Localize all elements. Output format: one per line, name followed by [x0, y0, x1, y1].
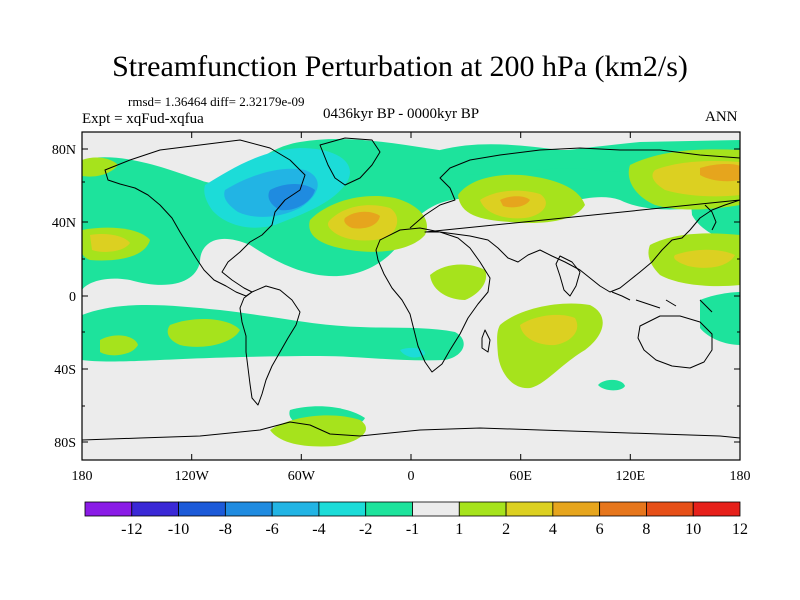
pos2-central-pacific	[90, 233, 130, 252]
japan-outline	[704, 204, 717, 231]
lon-label-0: 0	[408, 469, 415, 484]
colorbar-box-3	[178, 501, 226, 517]
lon-labels: 180 120W 60W 0 60E 120E 180	[72, 469, 751, 484]
australia-outline	[637, 315, 713, 369]
lon-label-120w: 120W	[175, 469, 210, 484]
colorbar-label: 8	[642, 521, 650, 538]
lon-label-180w: 180	[72, 469, 93, 484]
period-label: 0436kyr BP - 0000kyr BP	[323, 106, 480, 122]
page-title: Streamfunction Perturbation at 200 hPa (…	[112, 50, 688, 83]
lon-label-120e: 120E	[616, 469, 646, 484]
colorbar: -12 -10 -8 -6 -4 -2 -1 1 2 4 6 8 10 12	[84, 501, 748, 538]
colorbar-box-5	[271, 501, 320, 517]
lat-label-80s: 80S	[54, 436, 76, 451]
india-outline	[555, 255, 581, 297]
colorbar-label: 10	[685, 521, 701, 538]
colorbar-label: 12	[732, 521, 748, 538]
neg-band-indian-ocean	[598, 379, 625, 391]
colorbar-label: 4	[549, 521, 557, 538]
colorbar-box-6	[318, 501, 367, 517]
lat-label-40s: 40S	[54, 363, 76, 378]
lat-label-40n: 40N	[52, 216, 76, 231]
colorbar-label: 6	[596, 521, 604, 538]
stats-text: rmsd= 1.36464 diff= 2.32179e-09	[128, 94, 305, 109]
pos-band-antarctic	[270, 415, 366, 447]
colorbar-box-1	[84, 501, 133, 517]
pos-band-north-america-east	[82, 157, 118, 177]
colorbar-box-9	[458, 501, 507, 517]
colorbar-box-2	[131, 501, 179, 517]
colorbar-box-14	[692, 501, 741, 517]
maritime-islands	[611, 291, 713, 313]
colorbar-label: -4	[312, 521, 325, 538]
lon-label-180e: 180	[730, 469, 751, 484]
streamfunction-field	[82, 132, 740, 460]
colorbar-box-13	[646, 501, 694, 517]
colorbar-label: 2	[502, 521, 510, 538]
colorbar-label: -2	[359, 521, 372, 538]
neg-band-south-pacific	[82, 305, 464, 362]
colorbar-label: -1	[406, 521, 419, 538]
lat-label-80n: 80N	[52, 143, 76, 158]
pos3-north-pacific	[700, 163, 740, 182]
south-america-outline	[239, 285, 301, 406]
pos-band-south-pacific	[167, 318, 240, 347]
lon-ticks	[81, 132, 741, 460]
experiment-label: Expt = xqFud-xqfua	[82, 111, 204, 127]
madagascar-outline	[481, 329, 491, 353]
pos2-west-pacific	[674, 249, 735, 268]
lon-label-60w: 60W	[288, 469, 316, 484]
colorbar-box-11	[552, 501, 601, 517]
lat-label-eq: 0	[69, 290, 76, 305]
neg2-south-atlantic	[400, 347, 425, 358]
pos-band-far-south-pacific	[100, 335, 138, 356]
lon-label-60e: 60E	[509, 469, 532, 484]
colorbar-box-7	[365, 501, 413, 517]
lat-ticks	[82, 148, 740, 443]
colorbar-box-10	[505, 501, 554, 517]
colorbar-box-12	[599, 501, 647, 517]
neg4-hudson	[268, 184, 315, 211]
pos3-north-atlantic	[344, 211, 380, 229]
colorbar-label: -8	[219, 521, 232, 538]
colorbar-box-8	[412, 501, 460, 517]
greenland-outline	[319, 137, 381, 186]
north-america-outline	[104, 139, 306, 297]
neg-band-arctic-asia	[439, 144, 650, 175]
colorbar-label: -10	[168, 521, 189, 538]
pos2-indian-ocean	[520, 314, 578, 346]
coastlines	[82, 137, 740, 441]
antarctica-outline	[82, 421, 740, 441]
eurasia-outline	[409, 147, 740, 293]
pos3-europe	[500, 196, 530, 208]
season-label: ANN	[705, 109, 738, 125]
colorbar-label: 1	[455, 521, 463, 538]
colorbar-box-4	[224, 501, 273, 517]
pos-band-africa	[430, 264, 487, 300]
colorbar-label: -12	[121, 521, 142, 538]
lat-labels: 80N 40N 0 40S 80S	[52, 143, 76, 451]
colorbar-label: -6	[265, 521, 278, 538]
africa-outline	[375, 227, 491, 373]
